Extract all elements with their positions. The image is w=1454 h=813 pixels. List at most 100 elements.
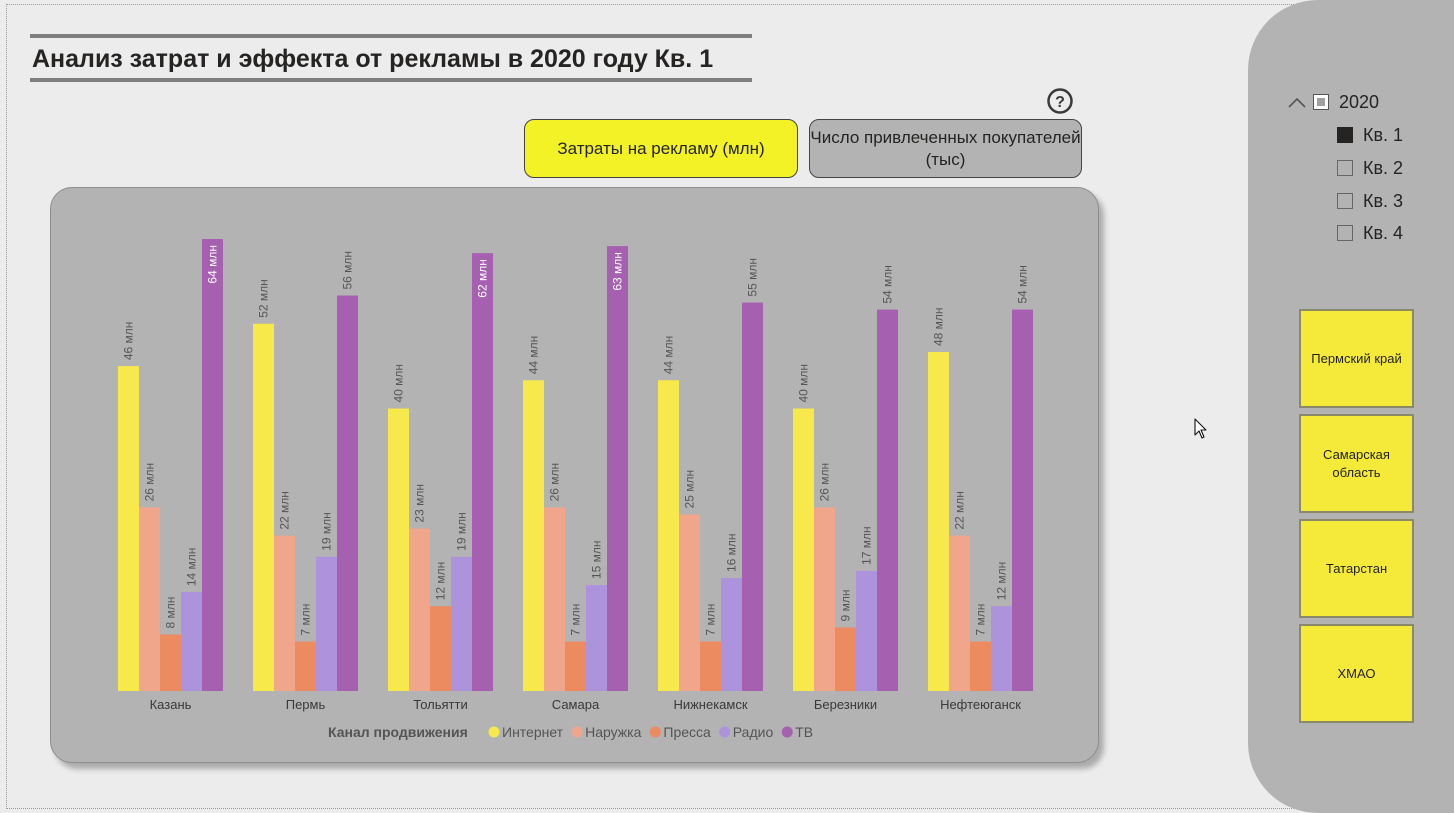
region-button-khmao[interactable]: ХМАО (1299, 624, 1414, 723)
bar (607, 246, 628, 691)
bar (721, 578, 742, 691)
region-button-samara[interactable]: Самарская область (1299, 414, 1414, 513)
bar (742, 302, 763, 691)
legend-label: Радио (733, 724, 774, 740)
bar (877, 309, 898, 691)
data-label: 23 млн (413, 484, 427, 523)
quarter-checkbox[interactable] (1337, 225, 1353, 241)
bar (253, 323, 274, 691)
data-label: 17 млн (860, 526, 874, 565)
data-label: 44 млн (527, 336, 541, 375)
quarter-option-2[interactable]: Кв. 2 (1337, 156, 1403, 180)
data-label: 19 млн (455, 512, 469, 551)
legend-label: ТВ (795, 724, 813, 740)
data-label: 26 млн (143, 463, 157, 502)
region-button-perm[interactable]: Пермский край (1299, 309, 1414, 408)
legend-marker (649, 726, 661, 738)
data-label: 54 млн (881, 265, 895, 304)
legend-title: Канал продвижения (328, 724, 468, 740)
bar (970, 641, 991, 691)
bar (658, 380, 679, 691)
bar (991, 606, 1012, 691)
bar (949, 535, 970, 691)
data-label: 62 млн (476, 259, 490, 298)
data-label: 46 млн (122, 322, 136, 361)
x-tick-label: Тольятти (413, 697, 467, 712)
legend-label: Интернет (502, 724, 564, 740)
legend-marker (488, 726, 500, 738)
customers-toggle-button[interactable]: Число привлеченных покупателей (тыс) (809, 119, 1082, 178)
data-label: 12 млн (995, 562, 1009, 601)
data-label: 19 млн (320, 512, 334, 551)
data-label: 48 млн (932, 307, 946, 346)
region-button-tatarstan[interactable]: Татарстан (1299, 519, 1414, 618)
svg-text:?: ? (1055, 94, 1065, 111)
legend-marker (571, 726, 583, 738)
bar (814, 507, 835, 691)
bar (316, 556, 337, 691)
x-tick-label: Пермь (286, 697, 326, 712)
bar (586, 585, 607, 691)
year-checkbox[interactable] (1313, 94, 1329, 110)
x-tick-label: Березники (814, 697, 877, 712)
legend-marker (781, 726, 793, 738)
quarter-option-3[interactable]: Кв. 3 (1337, 189, 1403, 213)
data-label: 64 млн (206, 245, 220, 284)
year-filter-row[interactable]: 2020 (1287, 90, 1379, 114)
bar (451, 556, 472, 691)
page-title: Анализ затрат и эффекта от рекламы в 202… (32, 45, 714, 73)
legend-label: Пресса (663, 724, 711, 740)
bar (388, 408, 409, 691)
data-label: 15 млн (590, 541, 604, 580)
bar (409, 528, 430, 691)
x-tick-label: Самара (552, 697, 600, 712)
x-tick-label: Нефтеюганск (940, 697, 1021, 712)
quarter-label: Кв. 1 (1363, 124, 1404, 145)
data-label: 7 млн (974, 604, 988, 636)
bar (835, 627, 856, 691)
quarter-option-1[interactable]: Кв. 1 (1337, 123, 1403, 147)
bar (793, 408, 814, 691)
data-label: 7 млн (569, 604, 583, 636)
bar (523, 380, 544, 691)
bar (472, 253, 493, 691)
quarter-label: Кв. 2 (1363, 157, 1404, 178)
title-banner: Анализ затрат и эффекта от рекламы в 202… (30, 34, 752, 82)
data-label: 22 млн (953, 491, 967, 530)
data-label: 8 млн (164, 597, 178, 629)
costs-toggle-button[interactable]: Затраты на рекламу (млн) (524, 119, 798, 178)
data-label: 7 млн (704, 604, 718, 636)
x-tick-label: Казань (150, 697, 192, 712)
data-label: 63 млн (611, 252, 625, 291)
bar (565, 641, 586, 691)
bar (160, 634, 181, 691)
data-label: 44 млн (662, 336, 676, 375)
data-label: 14 млн (185, 548, 199, 587)
quarter-checkbox[interactable] (1337, 193, 1353, 209)
data-label: 25 млн (683, 470, 697, 509)
chevron-up-icon[interactable] (1287, 95, 1307, 109)
bar (337, 295, 358, 691)
quarter-label: Кв. 4 (1363, 222, 1404, 243)
mouse-pointer-icon (1194, 418, 1207, 439)
bar (430, 606, 451, 691)
bar (1012, 309, 1033, 691)
bar (118, 366, 139, 691)
data-label: 16 млн (725, 533, 739, 572)
quarter-checkbox[interactable] (1337, 127, 1353, 143)
data-label: 52 млн (257, 279, 271, 318)
quarter-checkbox[interactable] (1337, 160, 1353, 176)
data-label: 55 млн (746, 258, 760, 297)
legend-label: Наружка (585, 724, 641, 740)
bar (544, 507, 565, 691)
clustered-bar-chart: 46 млн 26 млн 8 млн 14 млн 64 млн Казань 52 мл… (118, 239, 1033, 740)
bar (679, 514, 700, 691)
quarter-option-4[interactable]: Кв. 4 (1337, 221, 1403, 245)
bar (928, 352, 949, 691)
legend-marker (719, 726, 731, 738)
question-circle-icon[interactable]: ? (1047, 88, 1073, 114)
data-label: 40 млн (797, 364, 811, 403)
bar (139, 507, 160, 691)
x-tick-label: Нижнекамск (673, 697, 747, 712)
data-label: 26 млн (548, 463, 562, 502)
